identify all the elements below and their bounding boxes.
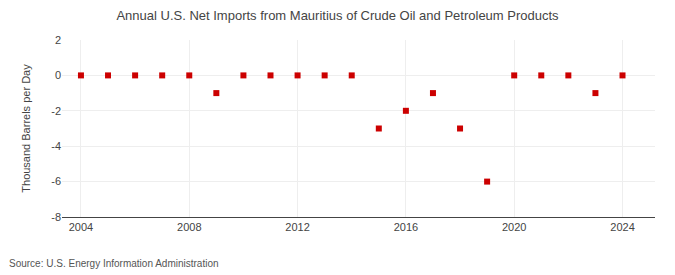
svg-text:0: 0 <box>55 69 61 81</box>
svg-text:-8: -8 <box>51 211 61 223</box>
svg-text:-2: -2 <box>51 105 61 117</box>
svg-text:2016: 2016 <box>394 221 418 233</box>
svg-text:Annual U.S. Net Imports from M: Annual U.S. Net Imports from Mauritius o… <box>116 8 559 23</box>
svg-text:2020: 2020 <box>502 221 526 233</box>
svg-text:-6: -6 <box>51 175 61 187</box>
svg-text:2: 2 <box>55 34 61 46</box>
svg-text:2008: 2008 <box>177 221 201 233</box>
svg-text:-4: -4 <box>51 140 61 152</box>
svg-text:Thousand Barrels per Day: Thousand Barrels per Day <box>20 64 32 193</box>
svg-text:2024: 2024 <box>610 221 634 233</box>
svg-text:Source: U.S. Energy Informatio: Source: U.S. Energy Information Administ… <box>9 258 219 269</box>
svg-text:2004: 2004 <box>69 221 93 233</box>
svg-text:2012: 2012 <box>285 221 309 233</box>
